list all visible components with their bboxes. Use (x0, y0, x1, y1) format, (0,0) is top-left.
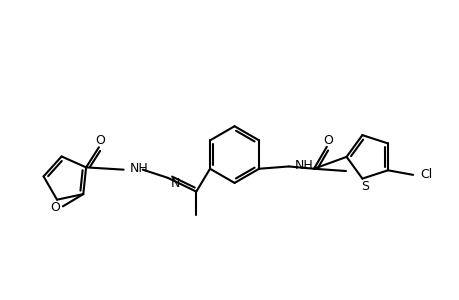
Text: Cl: Cl (419, 168, 431, 182)
Text: O: O (95, 134, 105, 147)
Text: NH: NH (130, 162, 148, 175)
Text: N: N (170, 177, 179, 190)
Text: O: O (322, 134, 332, 147)
Text: S: S (360, 180, 368, 193)
Text: O: O (50, 201, 60, 214)
Text: NH: NH (295, 159, 313, 172)
